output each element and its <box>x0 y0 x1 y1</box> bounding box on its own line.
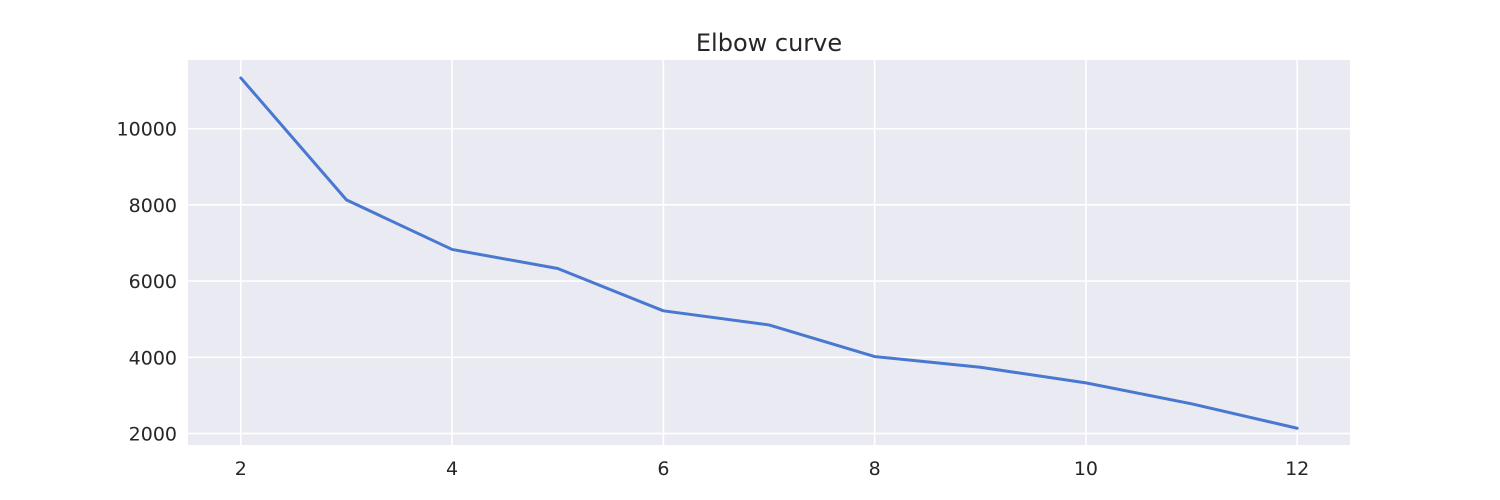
grid-lines <box>188 60 1350 445</box>
y-tick-label: 4000 <box>129 347 177 369</box>
y-tick-label: 2000 <box>129 424 177 446</box>
y-tick-label: 8000 <box>129 195 177 217</box>
y-tick-label: 10000 <box>117 119 177 141</box>
x-tick-labels: 2 4 6 8 10 12 <box>235 458 1310 480</box>
x-tick-label: 8 <box>869 458 881 480</box>
y-tick-label: 6000 <box>129 271 177 293</box>
x-tick-label: 4 <box>446 458 458 480</box>
series-line <box>239 76 1299 430</box>
x-tick-label: 12 <box>1285 458 1309 480</box>
plot-area <box>188 60 1350 445</box>
x-tick-label: 10 <box>1074 458 1098 480</box>
y-tick-labels: 2000 4000 6000 8000 10000 <box>117 119 177 446</box>
series-layer <box>239 76 1299 430</box>
chart-title: Elbow curve <box>696 29 842 57</box>
x-tick-label: 6 <box>657 458 669 480</box>
x-tick-label: 2 <box>235 458 247 480</box>
